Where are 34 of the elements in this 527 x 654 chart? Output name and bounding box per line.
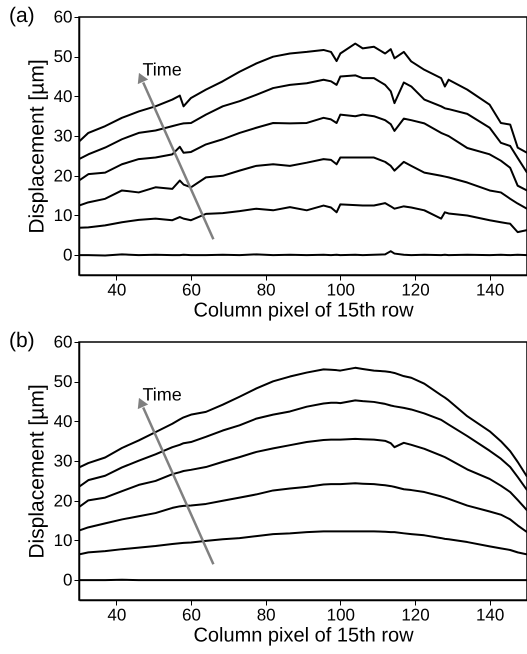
y-tick-label: 50 xyxy=(54,47,72,66)
x-tick-label: 40 xyxy=(107,280,126,300)
annotation: Time xyxy=(142,384,182,405)
y-tick-label: 30 xyxy=(54,126,72,146)
x-tick-label: 60 xyxy=(182,606,201,624)
x-tick-label: 140 xyxy=(476,280,504,300)
x-axis-title: Column pixel of 15th row xyxy=(193,624,414,646)
y-axis-title: Displacement [µm] xyxy=(26,59,49,234)
y-tick-label: 10 xyxy=(54,206,72,225)
y-tick-label: 0 xyxy=(63,570,72,590)
x-tick-label: 80 xyxy=(256,606,276,624)
chart-title: (b) xyxy=(9,329,35,352)
y-tick-label: 20 xyxy=(54,491,72,510)
x-tick-label: 100 xyxy=(326,606,356,624)
y-tick-label: 0 xyxy=(63,246,72,265)
y-axis-title: Displacement [µm] xyxy=(26,384,49,559)
y-tick-label: 40 xyxy=(54,86,72,106)
y-tick-label: 30 xyxy=(54,452,72,471)
x-tick-label: 100 xyxy=(326,280,356,300)
y-tick-label: 60 xyxy=(54,8,72,26)
x-tick-label: 140 xyxy=(476,606,504,624)
x-tick-label: 60 xyxy=(182,280,201,300)
chart-title: (a) xyxy=(9,4,35,27)
x-axis-title: Column pixel of 15th row xyxy=(193,300,414,322)
annotation: Time xyxy=(142,60,182,80)
y-tick-label: 60 xyxy=(54,332,72,352)
x-tick-label: 120 xyxy=(401,280,430,300)
y-tick-label: 50 xyxy=(54,372,72,392)
y-tick-label: 40 xyxy=(54,412,72,431)
x-tick-label: 80 xyxy=(256,280,276,300)
x-tick-label: 40 xyxy=(107,606,126,624)
y-tick-label: 10 xyxy=(54,530,72,550)
x-tick-label: 120 xyxy=(401,606,430,624)
y-tick-label: 20 xyxy=(54,166,72,186)
